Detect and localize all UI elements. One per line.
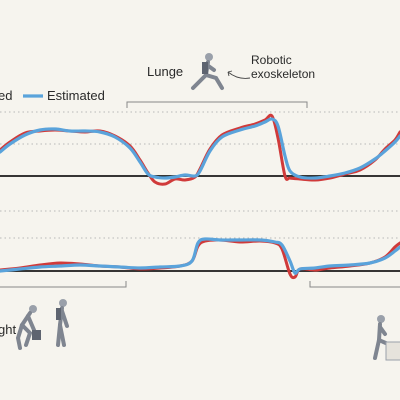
lift-bracket <box>0 281 127 288</box>
pointer-arrow <box>227 71 251 79</box>
exoskeleton-label: exoskeleton <box>251 67 315 81</box>
stand-lift-figure-icon <box>56 299 69 347</box>
bottom-series-estimated-line <box>0 237 400 275</box>
robotic-label: Robotic <box>251 53 292 67</box>
lift-label: ght <box>0 322 16 337</box>
legend-estimated-label: Estimated <box>47 88 105 103</box>
step-figure-icon <box>373 315 400 361</box>
legend-measured-label: ed <box>0 88 12 103</box>
series-layer <box>0 113 400 280</box>
lunge-bracket <box>126 101 308 108</box>
arrowhead-icon <box>227 70 233 77</box>
squat-lift-figure-icon <box>15 305 41 350</box>
lunge-label: Lunge <box>147 64 183 79</box>
bottom-series-measured-line <box>0 238 400 280</box>
lunge-figure-icon <box>191 53 224 90</box>
top-series-estimated-line <box>0 117 400 180</box>
step-bracket <box>309 281 400 288</box>
